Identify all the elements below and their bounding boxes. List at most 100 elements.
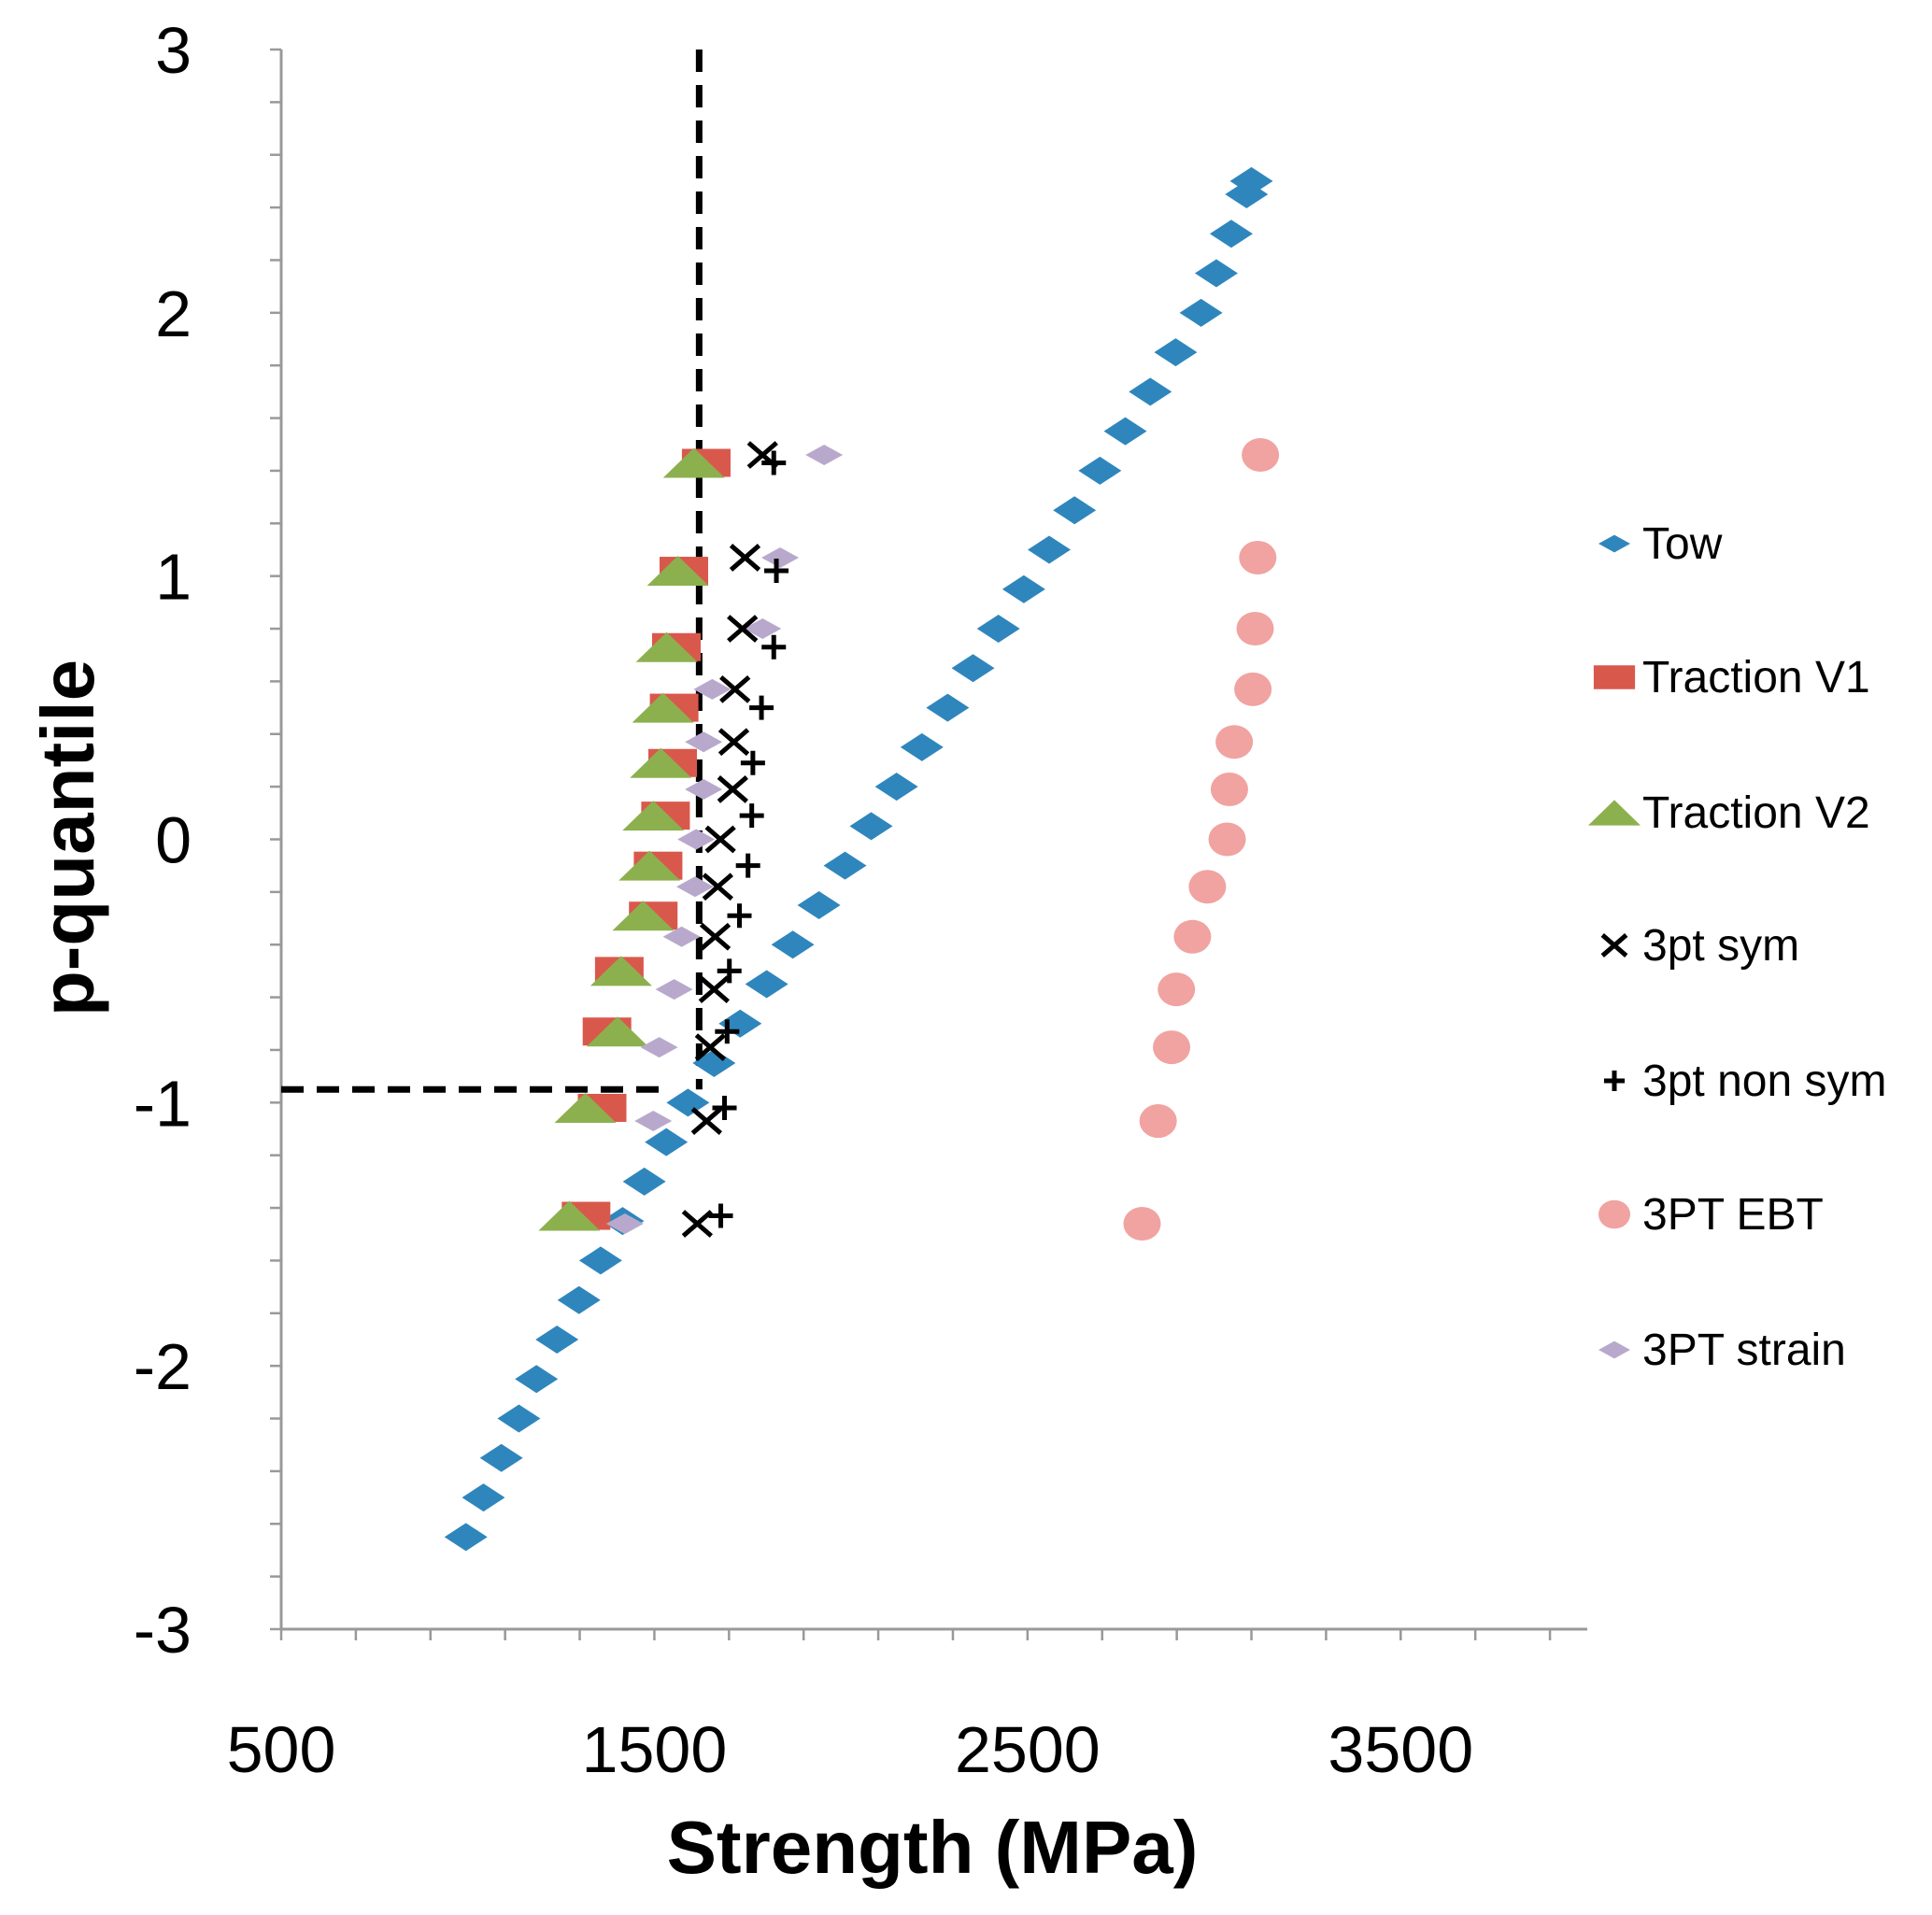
data-point	[729, 544, 761, 572]
data-point	[900, 732, 944, 761]
series-3pt-non-sym	[708, 450, 789, 1228]
data-point	[632, 692, 694, 723]
data-point	[1173, 919, 1212, 954]
data-point	[538, 1200, 601, 1231]
data-point	[1239, 540, 1277, 574]
y-axis-title: p-quantile	[26, 660, 109, 1016]
legend-label: Traction V1	[1642, 653, 1870, 702]
legend-item: 3PT EBT	[1598, 1190, 1824, 1240]
y-tick-label: -3	[134, 1594, 192, 1667]
data-point	[712, 1095, 737, 1120]
legend-marker-diamond-small	[1598, 1340, 1630, 1359]
data-point	[698, 975, 730, 1004]
legend-item: 3PT strain	[1598, 1326, 1846, 1375]
data-point	[744, 618, 782, 640]
data-point	[926, 693, 970, 722]
data-point	[717, 728, 750, 757]
data-point	[849, 812, 893, 841]
data-point	[640, 1037, 678, 1058]
data-point	[1208, 822, 1246, 857]
data-point	[976, 615, 1020, 644]
x-tick-label: 2500	[955, 1713, 1101, 1786]
data-point	[874, 773, 918, 801]
y-tick-label: -1	[134, 1067, 192, 1140]
data-point	[655, 979, 693, 1000]
series-tow	[444, 166, 1273, 1552]
data-point	[761, 546, 800, 568]
data-point	[727, 615, 759, 643]
legend-label: 3PT strain	[1642, 1326, 1846, 1375]
data-point	[1103, 417, 1147, 446]
data-point	[708, 1203, 733, 1228]
data-point	[1129, 377, 1172, 406]
data-point	[635, 631, 698, 662]
data-point	[634, 1111, 673, 1132]
data-point	[1242, 438, 1280, 473]
data-point	[535, 1325, 579, 1354]
data-point	[1179, 298, 1223, 327]
data-point	[554, 1092, 617, 1123]
data-point	[745, 970, 788, 999]
data-point	[735, 853, 760, 878]
series-3pt-sym	[681, 441, 778, 1238]
data-point	[951, 654, 995, 683]
data-point	[1158, 972, 1196, 1007]
data-point	[797, 890, 841, 919]
data-point	[1139, 1104, 1177, 1139]
x-tick-label: 3500	[1328, 1713, 1473, 1786]
y-tick-label: 2	[155, 277, 192, 350]
data-point	[704, 825, 736, 854]
annotations	[281, 50, 703, 1093]
data-point	[715, 1019, 740, 1044]
data-point	[675, 876, 714, 898]
x-tick-label: 1500	[582, 1713, 728, 1786]
data-point	[462, 1483, 505, 1512]
legend-marker-plus	[1603, 1070, 1626, 1092]
legend-marker-square	[1593, 665, 1636, 689]
data-point	[479, 1443, 523, 1472]
legend-label: Traction V2	[1642, 788, 1870, 838]
data-point	[622, 801, 685, 831]
legend: Tow Traction V1 Traction V2 3pt sym 3pt non …	[1587, 519, 1886, 1375]
data-point	[761, 634, 787, 660]
data-point	[622, 1167, 666, 1196]
legend-label: 3PT EBT	[1642, 1190, 1824, 1240]
data-marks	[444, 166, 1280, 1552]
legend-item: Traction V1	[1593, 653, 1870, 702]
data-point	[1123, 1206, 1161, 1241]
data-point	[694, 1033, 726, 1062]
data-point	[1002, 574, 1045, 603]
data-point	[823, 851, 867, 880]
legend-marker-diamond	[1598, 534, 1630, 553]
data-point	[685, 778, 723, 800]
axes: 3 2 1 0 -1 -2 -3 500 1500 2500 3500	[134, 14, 1587, 1786]
y-tick-label: -2	[134, 1330, 192, 1403]
data-point	[749, 695, 774, 720]
x-tick-label: 500	[227, 1713, 336, 1786]
data-point	[1188, 870, 1227, 904]
legend-marker-triangle	[1587, 800, 1641, 826]
data-point	[618, 850, 681, 881]
legend-item: 3pt sym	[1600, 921, 1799, 971]
y-tick-label: 3	[155, 14, 192, 87]
legend-item: Traction V2	[1587, 788, 1870, 838]
legend-label: 3pt sym	[1642, 921, 1799, 971]
legend-item: 3pt non sym	[1603, 1057, 1886, 1106]
series-3pt-ebt	[1123, 438, 1280, 1241]
data-point	[1078, 456, 1122, 485]
data-point	[805, 445, 844, 466]
data-point	[630, 747, 692, 778]
data-point	[677, 829, 716, 850]
data-point	[1229, 166, 1273, 195]
data-point	[699, 922, 732, 951]
series-3pt-strain	[605, 445, 844, 1234]
legend-label: 3pt non sym	[1642, 1057, 1886, 1106]
data-point	[1234, 672, 1272, 706]
data-point	[586, 1016, 648, 1047]
data-point	[590, 956, 652, 986]
data-point	[557, 1285, 601, 1314]
data-point	[578, 1246, 622, 1275]
data-point	[717, 775, 748, 803]
data-point	[1215, 725, 1254, 759]
y-tick-label: 0	[155, 804, 192, 877]
